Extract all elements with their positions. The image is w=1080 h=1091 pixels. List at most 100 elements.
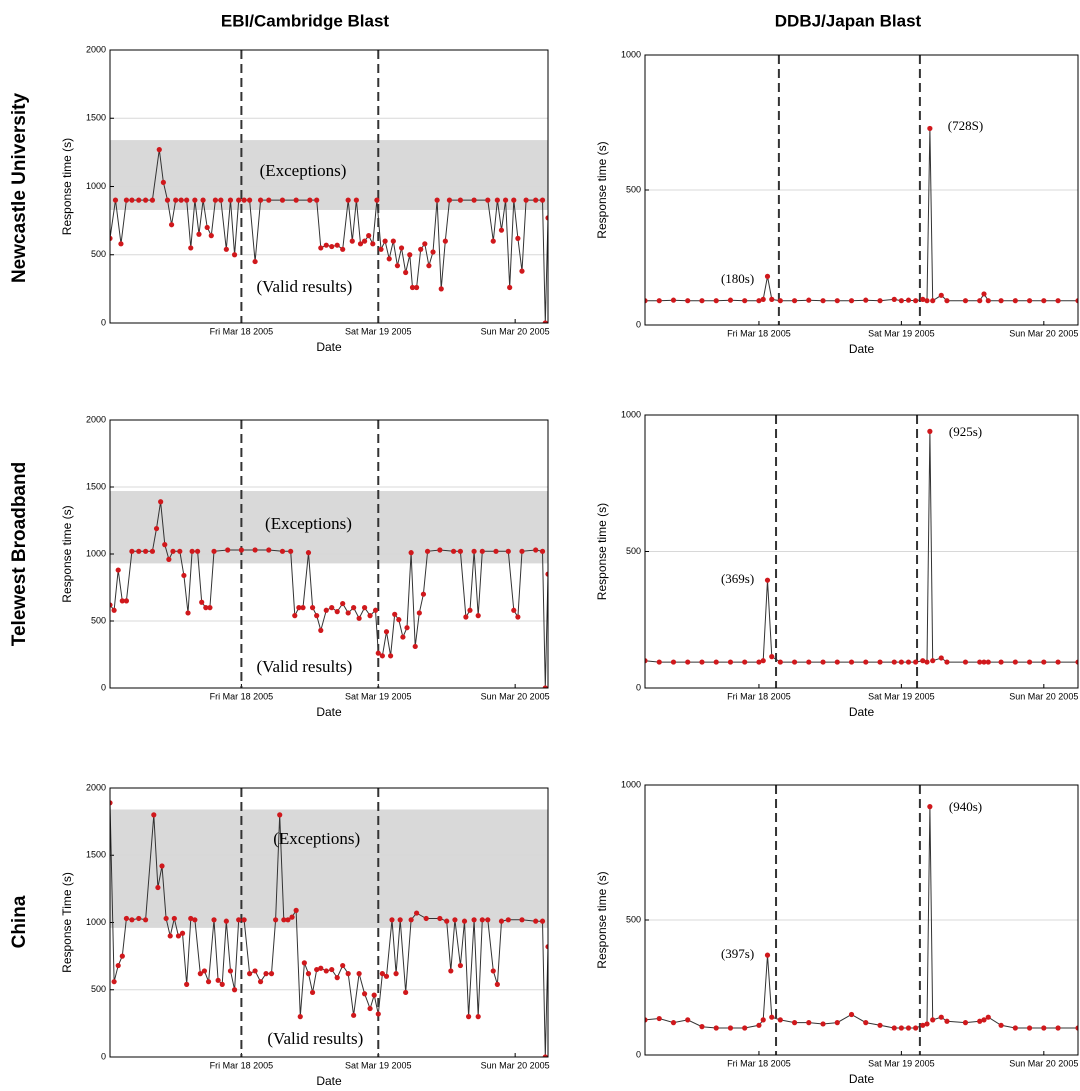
data-point <box>379 653 385 659</box>
data-point <box>1012 298 1018 304</box>
data-point <box>266 547 272 553</box>
data-point <box>542 685 548 688</box>
data-point <box>398 245 405 251</box>
data-point <box>727 297 734 303</box>
data-point <box>403 989 409 996</box>
data-point <box>791 659 798 665</box>
data-point <box>962 298 969 304</box>
series-group <box>110 800 548 1057</box>
data-point <box>219 981 225 987</box>
annotation: (Exceptions) <box>260 161 347 180</box>
data-point <box>515 614 521 620</box>
data-point <box>985 298 991 304</box>
data-point <box>236 917 242 923</box>
data-point <box>542 1054 548 1057</box>
data-point <box>211 548 217 554</box>
data-point <box>898 659 904 665</box>
data-point <box>396 617 402 623</box>
series-group <box>645 428 1078 665</box>
data-point <box>760 1017 766 1023</box>
data-point <box>806 659 812 665</box>
y-tick-label: 1500 <box>86 113 106 123</box>
data-point <box>184 981 190 987</box>
data-point <box>466 1014 472 1020</box>
data-point <box>424 548 431 554</box>
data-point <box>905 1025 912 1031</box>
plot-frame <box>644 54 1079 326</box>
data-point <box>418 246 424 252</box>
data-point <box>185 610 191 616</box>
annotation: (Valid results) <box>256 657 352 676</box>
panel: 0 500 1000 1500 2000 Fri Mar 18 2005 Sat Mar 1… <box>60 782 550 1088</box>
data-point <box>123 598 130 604</box>
x-tick-label: Sun Mar 20 2005 <box>1009 328 1078 338</box>
data-point <box>247 971 253 977</box>
data-point <box>742 659 748 665</box>
data-point <box>1075 1025 1078 1031</box>
series-group <box>110 147 548 323</box>
data-point <box>236 197 242 203</box>
data-point <box>442 238 448 244</box>
data-point <box>142 197 149 203</box>
x-tick-label: Sun Mar 20 2005 <box>481 1060 550 1070</box>
data-point <box>238 547 244 553</box>
data-point <box>345 971 351 977</box>
data-point <box>378 246 384 252</box>
data-point <box>863 1020 869 1026</box>
data-point <box>188 915 194 922</box>
data-point <box>1055 1025 1061 1031</box>
data-point <box>820 659 826 665</box>
data-point <box>423 915 429 922</box>
data-point <box>475 1014 481 1020</box>
data-point <box>340 962 346 969</box>
data-point <box>111 607 117 613</box>
data-point <box>545 944 548 950</box>
data-point <box>179 930 186 936</box>
data-point <box>289 914 295 920</box>
data-point <box>891 1025 897 1031</box>
data-point <box>913 1025 919 1031</box>
x-tick-label: Fri Mar 18 2005 <box>210 1060 274 1070</box>
data-point <box>420 591 427 597</box>
data-point <box>656 298 662 304</box>
column-title: EBI/Cambridge Blast <box>221 11 389 30</box>
data-point <box>461 918 468 924</box>
data-point <box>913 298 919 304</box>
x-axis-label: Date <box>849 1072 875 1086</box>
data-point <box>863 297 869 303</box>
data-point <box>1041 298 1047 304</box>
data-point <box>485 917 491 923</box>
data-point <box>211 917 217 923</box>
data-point <box>1075 298 1078 304</box>
data-point <box>645 298 648 304</box>
data-point <box>367 613 373 619</box>
data-point <box>437 915 443 922</box>
data-point <box>409 284 416 291</box>
data-point <box>764 577 771 583</box>
data-point <box>112 197 119 203</box>
data-point <box>457 548 463 554</box>
row-label: Newcastle University <box>9 93 30 284</box>
data-point <box>149 197 156 203</box>
data-point <box>791 1020 798 1026</box>
data-point <box>142 548 149 554</box>
plot-frame <box>109 49 549 324</box>
data-point <box>115 962 121 969</box>
data-point <box>505 548 511 554</box>
data-point <box>314 966 320 973</box>
data-point <box>485 197 491 203</box>
data-point <box>208 233 214 239</box>
data-point <box>977 659 983 665</box>
data-point <box>944 659 950 665</box>
data-point <box>891 296 897 302</box>
data-point <box>301 960 307 966</box>
data-point <box>938 1014 944 1020</box>
x-tick-label: Sat Mar 19 2005 <box>345 691 412 701</box>
data-point <box>542 320 548 323</box>
data-point <box>920 296 926 302</box>
data-point <box>924 298 930 304</box>
data-point <box>394 263 401 269</box>
data-point <box>985 659 991 665</box>
data-point <box>1012 1025 1018 1031</box>
